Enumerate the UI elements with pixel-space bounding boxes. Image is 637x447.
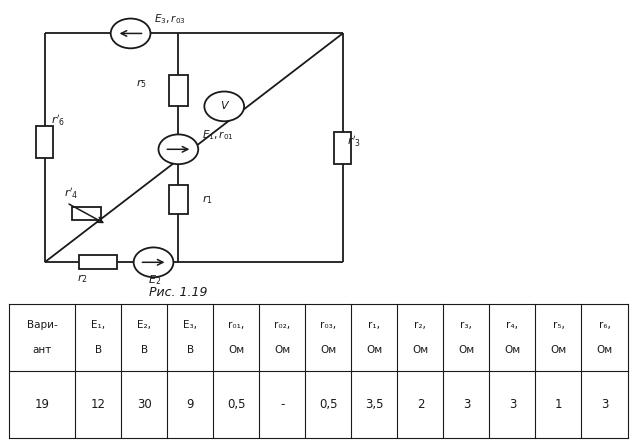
Bar (36, 127, 53, 158)
Text: r₅,: r₅, (552, 320, 564, 329)
Text: $E_3, r_{03}$: $E_3, r_{03}$ (154, 13, 186, 26)
Text: Вари-: Вари- (27, 320, 58, 329)
Text: В: В (141, 345, 148, 355)
Text: Ом: Ом (412, 345, 429, 355)
Text: В: В (95, 345, 102, 355)
Text: 30: 30 (137, 398, 152, 411)
Circle shape (134, 248, 173, 277)
Text: Рис. 1.19: Рис. 1.19 (149, 287, 208, 299)
Text: Ом: Ом (275, 345, 290, 355)
Text: r₄,: r₄, (506, 320, 519, 329)
Text: $r'_4$: $r'_4$ (64, 186, 78, 201)
Text: 3: 3 (462, 398, 470, 411)
Circle shape (111, 19, 150, 48)
Text: r₁,: r₁, (368, 320, 380, 329)
Text: r₂,: r₂, (415, 320, 426, 329)
Text: $E_2$: $E_2$ (148, 273, 161, 287)
Text: -: - (280, 398, 285, 411)
Text: Ом: Ом (550, 345, 566, 355)
Bar (169, 185, 188, 214)
Text: r₃,: r₃, (461, 320, 473, 329)
Text: 9: 9 (187, 398, 194, 411)
Circle shape (159, 135, 198, 164)
Text: $r'_6$: $r'_6$ (52, 113, 66, 128)
Text: $r_1$: $r_1$ (202, 193, 213, 206)
Text: 1: 1 (555, 398, 562, 411)
Text: r₆,: r₆, (599, 320, 610, 329)
Text: 2: 2 (417, 398, 424, 411)
Text: 0,5: 0,5 (227, 398, 246, 411)
Text: E₁,: E₁, (91, 320, 105, 329)
Text: $E_1, r_{01}$: $E_1, r_{01}$ (202, 128, 234, 142)
Text: r₀₃,: r₀₃, (320, 320, 336, 329)
Text: 12: 12 (90, 398, 106, 411)
Text: 3: 3 (509, 398, 516, 411)
Bar (73, 207, 101, 220)
Text: Ом: Ом (320, 345, 336, 355)
Bar (169, 75, 188, 106)
Text: Ом: Ом (459, 345, 475, 355)
Bar (334, 132, 352, 164)
Text: 3: 3 (601, 398, 608, 411)
Circle shape (204, 92, 244, 121)
Text: E₃,: E₃, (183, 320, 197, 329)
Text: Ом: Ом (505, 345, 520, 355)
Text: V: V (220, 101, 228, 111)
Text: r₀₁,: r₀₁, (228, 320, 245, 329)
Text: 3,5: 3,5 (365, 398, 383, 411)
Text: r₀₂,: r₀₂, (275, 320, 290, 329)
Text: E₂,: E₂, (137, 320, 151, 329)
Bar (79, 255, 117, 269)
Text: Ом: Ом (596, 345, 613, 355)
Text: 19: 19 (35, 398, 50, 411)
Text: В: В (187, 345, 194, 355)
Text: Ом: Ом (228, 345, 245, 355)
Text: ант: ант (32, 345, 52, 355)
Text: $r'_3$: $r'_3$ (347, 134, 361, 149)
Text: 0,5: 0,5 (319, 398, 338, 411)
Text: Ом: Ом (366, 345, 382, 355)
Text: $r_5$: $r_5$ (136, 77, 147, 90)
Text: $r_2$: $r_2$ (77, 272, 88, 285)
